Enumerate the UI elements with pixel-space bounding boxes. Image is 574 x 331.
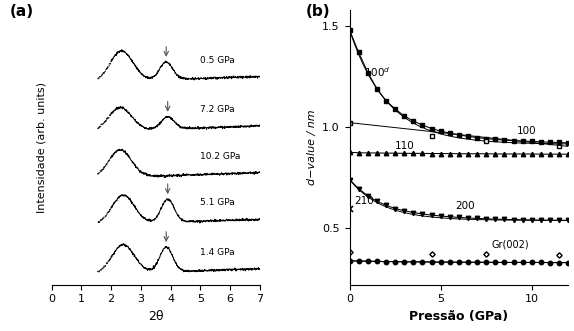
Text: 110: 110 (395, 141, 415, 151)
Text: 10.2 GPa: 10.2 GPa (200, 152, 241, 161)
Text: $100^d$: $100^d$ (364, 65, 391, 78)
Text: 5.1 GPa: 5.1 GPa (200, 198, 235, 208)
Text: 200: 200 (455, 201, 475, 211)
Text: 210: 210 (354, 196, 374, 206)
X-axis label: Pressão (GPa): Pressão (GPa) (409, 310, 509, 323)
X-axis label: 2θ: 2θ (148, 310, 164, 323)
Text: (b): (b) (306, 4, 331, 20)
Text: 100: 100 (517, 126, 537, 136)
Text: 1.4 GPa: 1.4 GPa (200, 248, 235, 257)
Y-axis label: d−value / nm: d−value / nm (307, 110, 317, 185)
Y-axis label: Intensidade (arb. units): Intensidade (arb. units) (36, 82, 46, 213)
Text: (a): (a) (10, 4, 34, 20)
Text: 0.5 GPa: 0.5 GPa (200, 56, 235, 65)
Text: 7.2 GPa: 7.2 GPa (200, 105, 235, 114)
Text: Gr(002): Gr(002) (492, 239, 529, 249)
